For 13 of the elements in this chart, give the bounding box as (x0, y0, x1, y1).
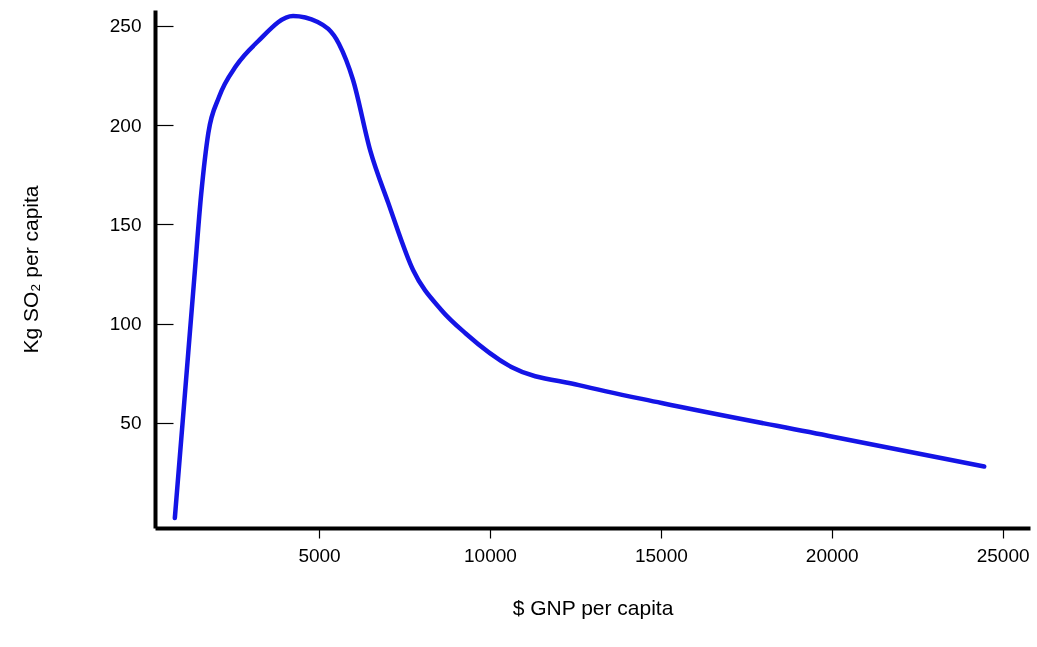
line-series (172, 13, 987, 521)
x-tick-label: 20000 (805, 544, 859, 566)
y-tick-label: 150 (109, 213, 142, 235)
x-tick-label: 25000 (976, 544, 1030, 566)
x-tick-label: 5000 (298, 544, 341, 566)
y-tick-label: 200 (109, 114, 142, 136)
x-axis-title: $ GNP per capita (512, 595, 674, 619)
y-tick-label: 250 (109, 15, 142, 37)
x-tick-label: 15000 (634, 544, 688, 566)
y-axis-title: Kg SO₂ per capita (18, 185, 42, 354)
y-tick-label: 100 (109, 313, 142, 335)
x-tick-label: 10000 (464, 544, 517, 566)
y-tick-label: 50 (120, 412, 142, 434)
